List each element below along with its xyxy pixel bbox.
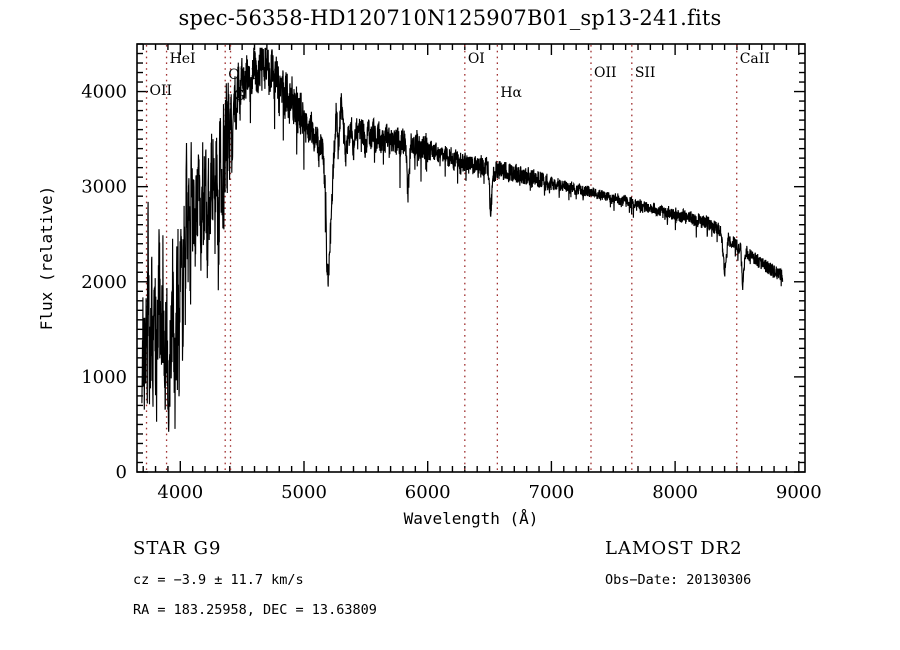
spectral-line-label: OII [150, 83, 173, 99]
spectral-line-label: OII [594, 65, 617, 81]
x-axis-tick-label: 6000 [405, 482, 451, 503]
spectral-line-label: OI [468, 51, 485, 67]
survey-label: LAMOST DR2 [605, 538, 743, 559]
spectral-line-label: CaII [740, 51, 770, 67]
chart-frame [136, 43, 806, 473]
coordinates-label: RA = 183.25958, DEC = 13.63809 [133, 602, 377, 618]
spectral-line-label: Hα [500, 85, 522, 101]
y-axis-tick-label: 0 [116, 462, 127, 483]
spectral-line-label: HeI [170, 51, 196, 67]
y-axis-tick-label: 1000 [81, 367, 127, 388]
spectrum-trace [141, 47, 784, 432]
x-axis-tick-label: 5000 [281, 482, 327, 503]
x-axis-tick-label: 7000 [529, 482, 575, 503]
x-axis-tick-label: 4000 [157, 482, 203, 503]
observation-date-label: Obs−Date: 20130306 [605, 572, 752, 588]
y-axis-tick-label: 2000 [81, 272, 127, 293]
x-axis-tick-label: 8000 [652, 482, 698, 503]
y-axis-tick-label: 3000 [81, 177, 127, 198]
page-title: spec-56358-HD120710N125907B01_sp13-241.f… [178, 6, 722, 30]
y-axis-title: Flux (relative) [37, 186, 56, 331]
spectral-line-label: SII [635, 65, 656, 81]
object-type-label: STAR G9 [133, 538, 222, 559]
x-axis-title: Wavelength (Å) [404, 509, 539, 528]
redshift-velocity-label: cz = −3.9 ± 11.7 km/s [133, 572, 304, 588]
x-axis-tick-label: 9000 [776, 482, 822, 503]
y-axis-tick-label: 4000 [81, 82, 127, 103]
